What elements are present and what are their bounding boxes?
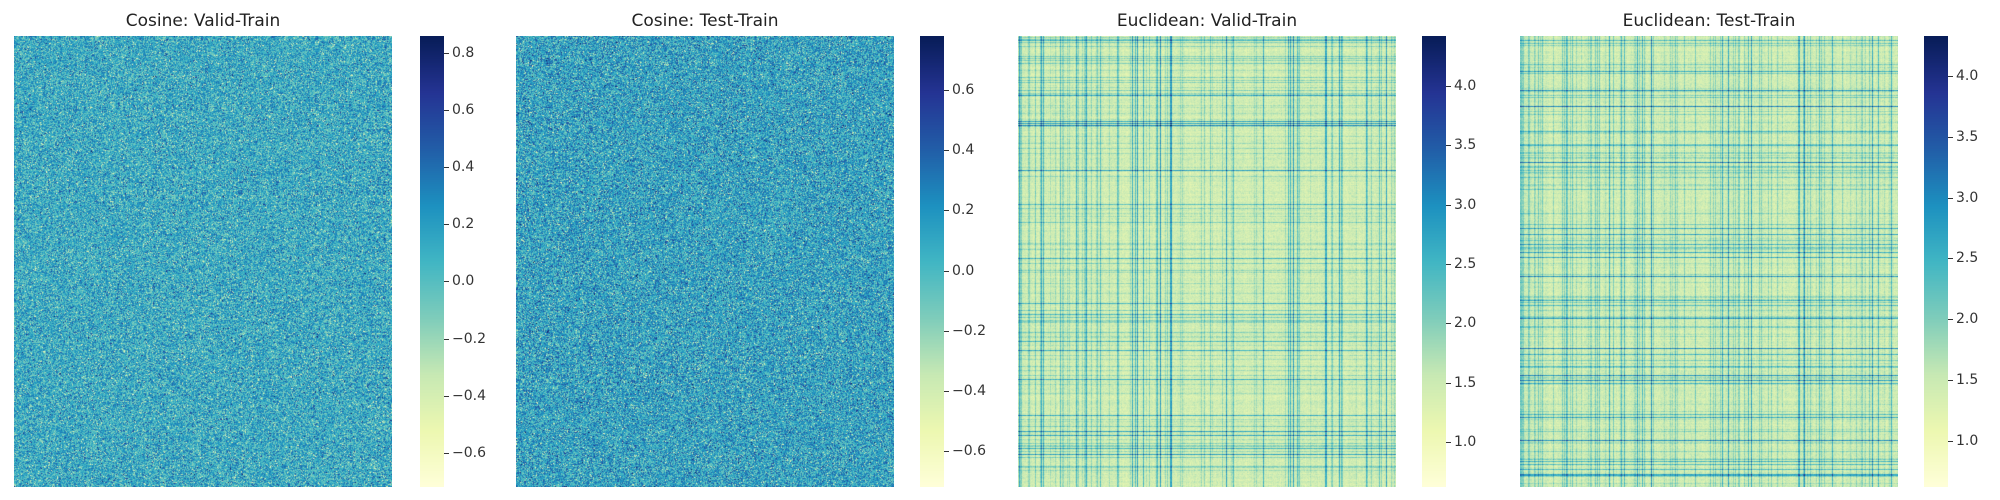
colorbar-tick-label: 0.2 (452, 216, 475, 232)
colorbar-tick (944, 271, 949, 272)
colorbar-tick (444, 167, 449, 168)
colorbar-tick-label: 0.8 (452, 45, 475, 61)
colorbar-tick (1948, 319, 1953, 320)
heatmap-cells (14, 36, 392, 487)
colorbar-tick-label: −0.4 (452, 388, 486, 404)
chart-title: Cosine: Valid-Train (125, 11, 281, 31)
colorbar-tick-label: 0.2 (952, 202, 975, 218)
colorbar-tick (1948, 441, 1953, 442)
colorbar (920, 36, 944, 487)
colorbar-tick-label: −0.6 (452, 445, 486, 461)
colorbar-tick-label: 2.5 (1454, 256, 1477, 272)
colorbar-tick-label: 3.5 (1454, 137, 1477, 153)
colorbar-tick (944, 150, 949, 151)
colorbar-tick (944, 90, 949, 91)
colorbar-tick (1446, 264, 1451, 265)
colorbar-tick-label: 0.4 (952, 142, 975, 158)
colorbar-tick-label: −0.6 (952, 443, 986, 459)
colorbar-tick (444, 224, 449, 225)
colorbar-tick-label: 1.5 (1956, 372, 1979, 388)
colorbar-tick-label: 0.6 (452, 102, 475, 118)
colorbar-tick-label: 3.0 (1956, 190, 1979, 206)
colorbar-tick (444, 53, 449, 54)
chart-title: Euclidean: Valid-Train (1116, 11, 1298, 31)
colorbar-tick (944, 331, 949, 332)
colorbar-tick-label: 1.0 (1454, 434, 1477, 450)
colorbar-tick (1446, 205, 1451, 206)
colorbar-tick-label: 1.5 (1454, 375, 1477, 391)
colorbar-tick (1948, 380, 1953, 381)
colorbar-tick-label: 1.0 (1956, 433, 1979, 449)
chart-title: Euclidean: Test-Train (1622, 11, 1796, 31)
colorbar-tick (1446, 383, 1451, 384)
colorbar-tick-label: −0.2 (452, 331, 486, 347)
heatmap-cells (516, 36, 894, 487)
colorbar-tick-label: 3.0 (1454, 197, 1477, 213)
colorbar-tick (944, 391, 949, 392)
colorbar-tick-label: 0.0 (452, 273, 475, 289)
colorbar-tick-label: 2.0 (1454, 315, 1477, 331)
colorbar-tick (444, 110, 449, 111)
colorbar-tick-label: 4.0 (1454, 78, 1477, 94)
colorbar (1422, 36, 1446, 487)
heatmap-cells (1018, 36, 1396, 487)
colorbar-tick-label: 0.4 (452, 159, 475, 175)
colorbar-tick (1948, 76, 1953, 77)
colorbar-tick-label: −0.4 (952, 383, 986, 399)
colorbar-tick-label: 2.5 (1956, 250, 1979, 266)
colorbar-tick-label: 0.6 (952, 82, 975, 98)
colorbar-tick-label: 2.0 (1956, 311, 1979, 327)
heatmap-cells (1520, 36, 1898, 487)
colorbar-tick (1948, 137, 1953, 138)
colorbar-tick (1948, 258, 1953, 259)
colorbar (420, 36, 444, 487)
colorbar-tick (444, 339, 449, 340)
colorbar-tick-label: 3.5 (1956, 129, 1979, 145)
colorbar-tick (1446, 86, 1451, 87)
colorbar-tick-label: 0.0 (952, 263, 975, 279)
chart-title: Cosine: Test-Train (631, 11, 779, 31)
colorbar-tick (944, 210, 949, 211)
colorbar (1924, 36, 1948, 487)
colorbar-tick (944, 451, 949, 452)
colorbar-tick (1446, 442, 1451, 443)
colorbar-tick (1446, 323, 1451, 324)
colorbar-tick (1446, 145, 1451, 146)
colorbar-tick (444, 396, 449, 397)
colorbar-tick (444, 453, 449, 454)
colorbar-tick (444, 281, 449, 282)
colorbar-tick-label: 4.0 (1956, 68, 1979, 84)
colorbar-tick-label: −0.2 (952, 323, 986, 339)
colorbar-tick (1948, 198, 1953, 199)
